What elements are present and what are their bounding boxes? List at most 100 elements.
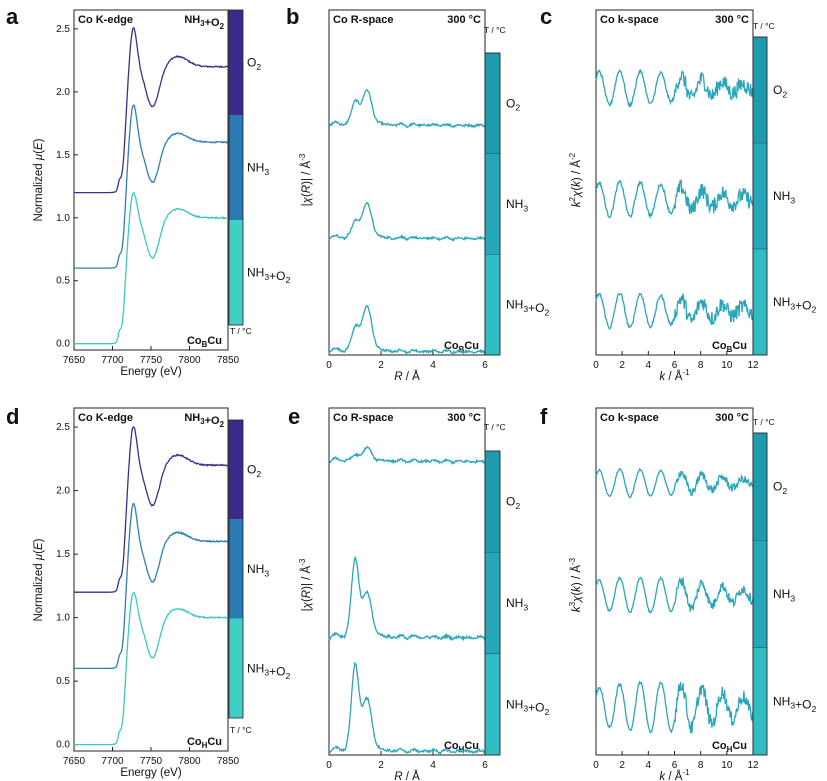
plot-frame xyxy=(595,407,754,756)
colorbar-segment xyxy=(484,450,501,553)
colorbar-label: O2 xyxy=(247,56,261,72)
colorbar-label: NH3 xyxy=(247,161,269,177)
colorbar-label: NH3+O2 xyxy=(773,694,816,714)
x-tick-label: 7650 xyxy=(63,756,86,767)
colorbar-label: O2 xyxy=(506,96,520,112)
colorbar-title: T / °C xyxy=(230,326,252,336)
x-tick-label: 0 xyxy=(593,760,599,771)
panel-title: Co R-space xyxy=(333,412,394,424)
panel-letter: a xyxy=(6,4,19,29)
series-line-o2 xyxy=(328,445,486,466)
x-tick-label: 7850 xyxy=(217,355,240,366)
x-tick-label: 12 xyxy=(747,360,759,371)
series-line-o2 xyxy=(595,68,754,108)
y-tick-label: 0.0 xyxy=(56,339,70,350)
colorbar-frame xyxy=(484,450,501,756)
x-tick-label: 7750 xyxy=(140,355,163,366)
panel-title: Co k-space xyxy=(600,14,659,26)
colorbar-label: NH3+O2 xyxy=(506,298,549,318)
colorbar-segment xyxy=(229,115,243,220)
y-axis-label: |χ(R)| / Å-3 xyxy=(298,153,313,206)
x-axis-label: k / Å-1 xyxy=(659,368,690,383)
x-tick-label: 0 xyxy=(326,360,332,371)
panel-letter: e xyxy=(288,404,300,429)
y-axis-label: k3χ(k) / Å-3 xyxy=(568,557,583,612)
y-tick-label: 2.0 xyxy=(56,87,70,98)
sample-label: CoBCu xyxy=(444,340,479,354)
series-line-nh3 xyxy=(328,555,486,642)
colorbar-segment xyxy=(752,142,768,250)
panel-letter: f xyxy=(540,404,548,429)
panel-condition: 300 °C xyxy=(715,412,749,424)
series-line-nh3 xyxy=(74,104,228,269)
colorbar-segment xyxy=(229,519,243,619)
series-line-o2 xyxy=(74,26,229,194)
x-axis-label: R / Å xyxy=(394,370,420,383)
panel-title: Co K-edge xyxy=(78,412,133,424)
colorbar-title: T / °C xyxy=(753,21,775,31)
series-line-nh3-o2 xyxy=(74,591,228,746)
x-tick-label: 4 xyxy=(430,360,436,371)
y-tick-label: 0.5 xyxy=(56,676,70,687)
colorbar-label: O2 xyxy=(773,83,787,99)
series-line-nh3 xyxy=(74,502,229,670)
panel-title: Co R-space xyxy=(333,14,394,26)
series-line-o2 xyxy=(595,467,754,499)
colorbar-segment xyxy=(484,653,501,756)
colorbar-frame xyxy=(752,432,768,756)
colorbar-label: NH3+O2 xyxy=(506,697,549,717)
series-line-nh3-o2 xyxy=(595,680,754,735)
colorbar-label: NH3+O2 xyxy=(773,295,816,315)
colorbar-label: NH3 xyxy=(506,197,528,213)
sample-label: CoBCu xyxy=(187,335,222,349)
colorbar-frame xyxy=(228,9,244,326)
colorbar-title: T / °C xyxy=(230,725,252,735)
x-tick-label: 10 xyxy=(721,360,733,371)
colorbar-segment xyxy=(229,220,243,325)
colorbar-label: NH3+O2 xyxy=(247,661,290,681)
panel-letter: b xyxy=(286,4,299,29)
y-axis-label: Normalized μ(E) xyxy=(33,538,45,621)
panel-condition: 300 °C xyxy=(447,412,481,424)
plot-frame xyxy=(328,9,486,356)
panel-condition: NH3+O2 xyxy=(184,14,224,31)
panel-a: 7650 7700 7750 7800 7850 0.0 0.5 1.0 1.5 2.0 2.5 En… xyxy=(6,4,290,378)
colorbar-title: T / °C xyxy=(484,422,506,432)
x-axis-label: Energy (eV) xyxy=(120,366,182,378)
sample-label: CoHCu xyxy=(712,740,747,754)
colorbar-label: NH3 xyxy=(773,189,795,205)
panel-title: Co k-space xyxy=(600,412,659,424)
colorbar-frame xyxy=(752,36,768,356)
x-tick-label: 6 xyxy=(482,760,488,771)
colorbar-frame xyxy=(484,52,501,356)
y-axis-label: |χ(R)| / Å-3 xyxy=(298,558,313,611)
panel-e: 0 2 4 6 R / Å |χ(R)| / Å-3 Co R-space 300 °C CoH… xyxy=(288,404,549,781)
colorbar-label: NH3+O2 xyxy=(247,266,290,286)
x-tick-label: 4 xyxy=(646,360,652,371)
colorbar-frame xyxy=(228,419,244,719)
panel-letter: c xyxy=(540,4,552,29)
panel-letter: d xyxy=(6,404,19,429)
colorbar-segment xyxy=(752,36,768,144)
colorbar-segment xyxy=(752,432,768,541)
x-tick-label: 8 xyxy=(698,760,704,771)
colorbar-segment xyxy=(752,248,768,356)
y-tick-label: 1.5 xyxy=(56,549,70,560)
colorbar-segment xyxy=(752,540,768,648)
panel-condition: 300 °C xyxy=(715,14,749,26)
y-tick-label: 2.5 xyxy=(56,422,70,433)
plot-frame xyxy=(595,9,754,356)
colorbar-segment xyxy=(484,552,501,654)
x-tick-label: 2 xyxy=(619,360,625,371)
colorbar-label: O2 xyxy=(773,480,787,496)
y-tick-label: 0.0 xyxy=(56,740,70,751)
x-tick-label: 0 xyxy=(593,360,599,371)
x-axis-label: k / Å-1 xyxy=(659,768,690,781)
series-line-o2 xyxy=(74,426,229,593)
colorbar-label: NH3 xyxy=(506,596,528,612)
x-tick-label: 7850 xyxy=(217,756,240,767)
y-tick-label: 2.5 xyxy=(56,24,70,35)
colorbar-label: NH3 xyxy=(773,587,795,603)
x-tick-label: 7800 xyxy=(178,355,201,366)
